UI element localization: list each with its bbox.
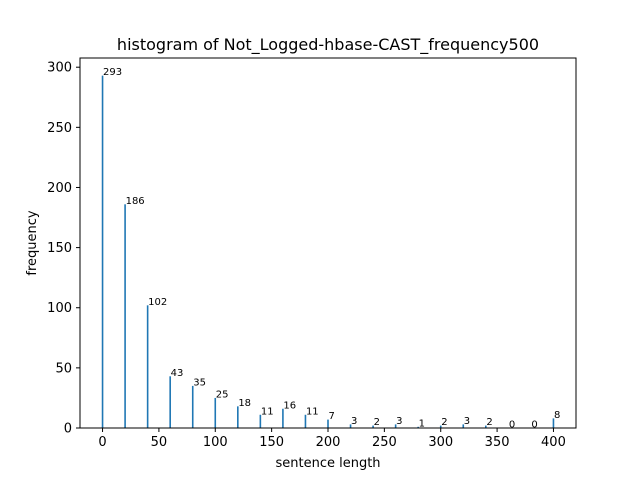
bars-group	[101, 75, 555, 429]
bar-340	[485, 425, 487, 428]
x-tick-label-300: 300	[428, 435, 453, 450]
y-tick-label-50: 50	[55, 361, 72, 376]
bar-260	[394, 424, 397, 428]
bar-220	[349, 424, 352, 428]
x-tick-label-100: 100	[203, 435, 228, 450]
data-label-280: 1	[419, 418, 425, 429]
data-labels-group: 293 186 102 43 35 25 18 11 16 11 7 3 2 3 1 2 3 2 0 0 8	[103, 67, 560, 430]
data-label-0: 293	[103, 67, 122, 78]
data-label-380: 0	[531, 420, 537, 431]
plot-frame	[79, 57, 577, 429]
data-label-260: 3	[396, 416, 402, 427]
bar-280	[417, 426, 419, 428]
bar-140	[259, 414, 262, 428]
y-tick-label-200: 200	[47, 181, 72, 196]
x-tick-label-200: 200	[316, 435, 341, 450]
bar-400	[552, 418, 555, 428]
bar-100	[214, 397, 217, 428]
bar-0	[101, 75, 104, 429]
data-label-300: 2	[441, 417, 447, 428]
data-label-20: 186	[126, 196, 145, 207]
data-label-60: 43	[171, 368, 184, 379]
bar-20	[124, 204, 126, 428]
y-tick-label-100: 100	[47, 301, 72, 316]
x-tick-label-50: 50	[151, 435, 168, 450]
y-tick-label-150: 150	[47, 241, 72, 256]
data-label-320: 3	[464, 416, 470, 427]
bar-320	[462, 424, 465, 428]
y-tick-label-250: 250	[47, 121, 72, 136]
data-label-140: 11	[261, 406, 274, 417]
data-label-120: 18	[238, 398, 251, 409]
data-label-340: 2	[486, 417, 492, 428]
x-tick-label-400: 400	[541, 435, 566, 450]
x-axis: 0 50 100 150 200 250 300 350 400	[98, 428, 566, 450]
x-axis-label: sentence length	[275, 456, 380, 471]
bar-60	[169, 376, 171, 428]
x-tick-label-350: 350	[485, 435, 510, 450]
data-label-400: 8	[554, 410, 560, 421]
data-label-220: 3	[351, 416, 357, 427]
bar-300	[439, 425, 442, 428]
bar-160	[282, 408, 284, 428]
data-label-360: 0	[509, 420, 515, 431]
data-label-200: 7	[329, 411, 335, 422]
y-axis: 0 50 100 150 200 250 300	[47, 61, 80, 437]
y-axis-label: frequency	[25, 210, 40, 276]
data-label-240: 2	[374, 417, 380, 428]
chart-title: histogram of Not_Logged-hbase-CAST_frequ…	[117, 35, 539, 55]
data-label-180: 11	[306, 406, 319, 417]
bar-80	[191, 385, 194, 428]
bar-120	[237, 406, 239, 428]
bar-40	[146, 305, 149, 428]
data-label-160: 16	[283, 400, 296, 411]
y-tick-label-300: 300	[47, 61, 72, 76]
data-label-40: 102	[148, 297, 167, 308]
bar-180	[304, 414, 307, 428]
x-tick-label-150: 150	[259, 435, 284, 450]
data-label-80: 35	[193, 377, 206, 388]
data-label-100: 25	[216, 389, 229, 400]
bar-200	[327, 419, 329, 428]
y-tick-label-0: 0	[64, 422, 72, 437]
bar-240	[372, 425, 374, 428]
x-tick-label-0: 0	[98, 435, 106, 450]
x-tick-label-250: 250	[372, 435, 397, 450]
